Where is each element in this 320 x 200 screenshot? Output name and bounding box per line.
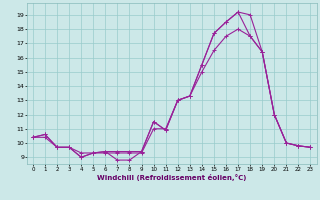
X-axis label: Windchill (Refroidissement éolien,°C): Windchill (Refroidissement éolien,°C) <box>97 174 246 181</box>
